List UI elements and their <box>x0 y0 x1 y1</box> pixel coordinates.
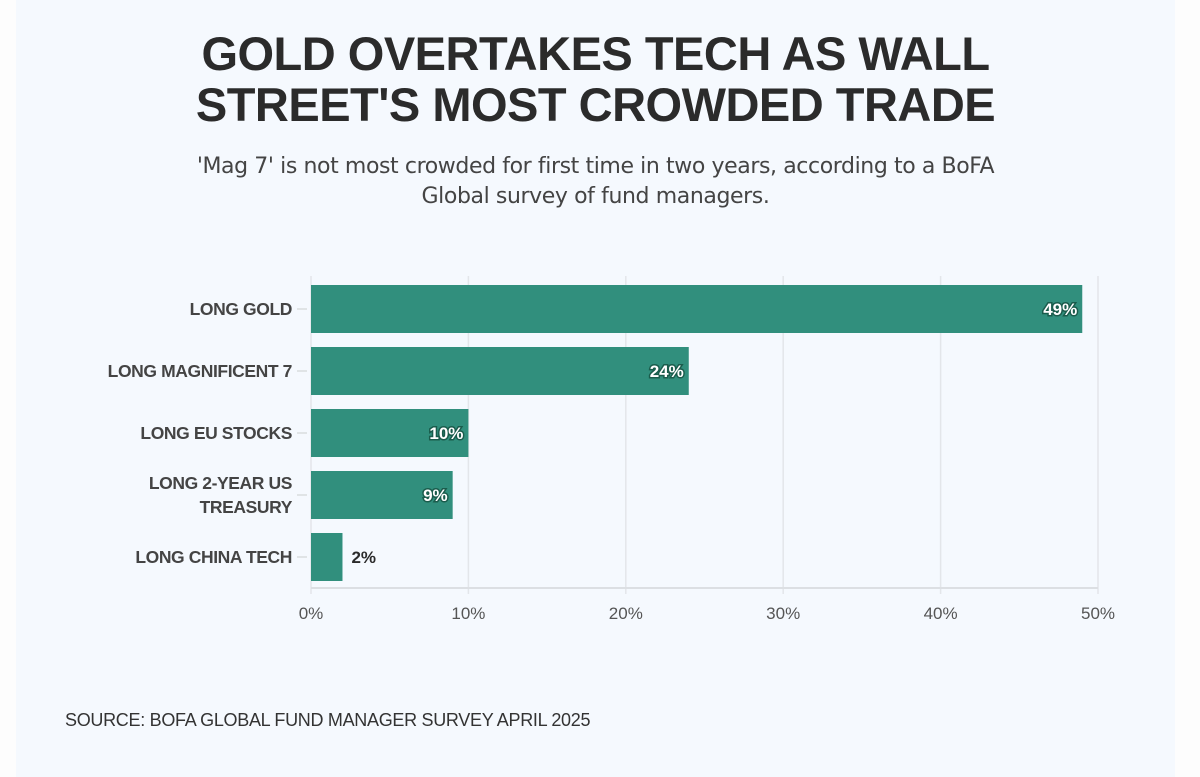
category-label-line: LONG GOLD <box>190 299 292 319</box>
bar-value-label: 9% <box>423 486 448 505</box>
bar <box>311 285 1083 333</box>
category-label-line: TREASURY <box>200 497 293 517</box>
bar-value-label: 2% <box>351 548 376 567</box>
category-label-line: LONG 2-YEAR US <box>149 473 292 493</box>
x-tick-label: 0% <box>299 604 324 623</box>
category-labels: LONG GOLD LONG MAGNIFICENT 7 LONG EU STOCK… <box>108 299 307 567</box>
chart-title-line-1: GOLD OVERTAKES TECH AS WALL <box>201 27 990 80</box>
category-label: LONG GOLD <box>190 299 292 319</box>
category-label-line: LONG CHINA TECH <box>135 547 292 567</box>
category-label: LONG CHINA TECH <box>135 547 292 567</box>
source-note: SOURCE: BOFA GLOBAL FUND MANAGER SURVEY … <box>65 710 591 730</box>
bars: 49% 24% 10% 9% 2% <box>311 285 1083 581</box>
category-label: LONG 2-YEAR US TREASURY <box>149 473 293 517</box>
category-label-line: LONG MAGNIFICENT 7 <box>108 361 292 381</box>
x-tick-label: 40% <box>924 604 958 623</box>
bar <box>311 347 689 395</box>
x-tick-label: 30% <box>766 604 800 623</box>
chart-subtitle-line-1: 'Mag 7' is not most crowded for first ti… <box>196 154 995 179</box>
bar-value-label: 10% <box>429 424 463 443</box>
bar <box>311 533 343 581</box>
bar-value-label: 49% <box>1043 300 1077 319</box>
category-label-line: LONG EU STOCKS <box>140 423 292 443</box>
bar-value-label: 24% <box>650 362 684 381</box>
bar <box>311 471 453 519</box>
bar <box>311 409 469 457</box>
x-axis: 0% 10% 20% 30% 40% 50% <box>299 587 1115 623</box>
category-label: LONG MAGNIFICENT 7 <box>108 361 292 381</box>
x-tick-label: 20% <box>609 604 643 623</box>
x-tick-label: 10% <box>451 604 485 623</box>
chart-subtitle-line-2: Global survey of fund managers. <box>421 184 770 209</box>
chart-title: GOLD OVERTAKES TECH AS WALL STREET'S MOS… <box>16 28 1175 130</box>
category-label: LONG EU STOCKS <box>140 423 292 443</box>
x-tick-label: 50% <box>1081 604 1115 623</box>
chart-subtitle: 'Mag 7' is not most crowded for first ti… <box>16 152 1175 212</box>
chart-title-line-2: STREET'S MOST CROWDED TRADE <box>195 78 996 131</box>
